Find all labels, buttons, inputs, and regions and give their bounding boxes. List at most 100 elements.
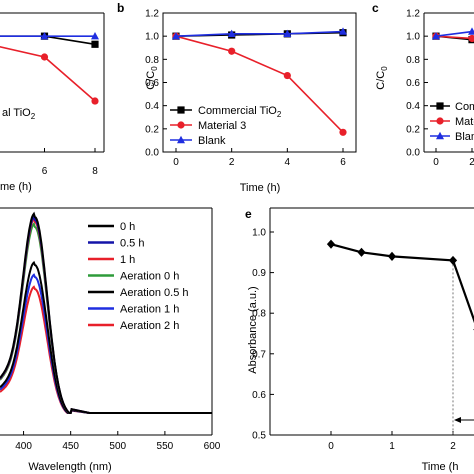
panel-b-ytick-label: 1.2 — [145, 9, 159, 20]
panel-b-series-line — [175, 35, 344, 133]
panel-d-legend-label: 0.5 h — [120, 238, 144, 250]
panel-e-ytick-label: 0.6 — [252, 390, 266, 401]
panel-d-spectrum — [0, 211, 212, 414]
panel-e-ytick-label: 0.8 — [252, 309, 266, 320]
panel-b-legend-marker — [177, 135, 185, 144]
panel-b: b 0.0 0.2 0.4 0.6 0.8 1.0 1.2 0 2 4 6 C/C0 Time (h… — [117, 1, 357, 194]
panel-b-series-line — [175, 30, 344, 37]
panel-b-point — [283, 71, 291, 80]
panel-c-series-line — [435, 30, 474, 37]
panel-e-ytick-label: 0.9 — [252, 268, 266, 279]
panel-a-series-line — [0, 45, 96, 102]
panel-d-xtick-label: 450 — [62, 441, 79, 452]
panel-c-legend-label: Comm — [455, 101, 474, 113]
panel-b-xtick-label: 6 — [340, 157, 346, 168]
panel-b-xtick-label: 4 — [285, 157, 291, 168]
panel-c-ytick-label: 1.0 — [406, 32, 420, 43]
panel-e-xtick-label: 2 — [450, 441, 456, 452]
panel-c-legend-marker — [436, 117, 444, 125]
panel-b-ytick-label: 0.4 — [145, 101, 159, 112]
panel-a-point — [40, 53, 49, 61]
panel-e-ytick-label: 1.0 — [252, 228, 266, 239]
panel-e-plot: 0.5 0.6 0.7 0.8 0.9 1.0 0 1 2 — [252, 207, 474, 452]
panel-a-point — [91, 40, 99, 48]
panel-b-point — [339, 27, 347, 35]
panel-d-legend-label: 1 h — [120, 254, 135, 266]
panel-d-spectrum — [0, 285, 212, 414]
panel-a-xtick-label: 6 — [42, 166, 48, 177]
panel-d-spectrum — [0, 214, 212, 414]
panel-c-ylabel: C/C0 — [375, 66, 389, 90]
panel-d-legend-label: 0 h — [120, 221, 135, 233]
panel-b-legend-label: Blank — [198, 135, 226, 147]
panel-e-point — [387, 251, 397, 261]
panel-c-legend-marker — [436, 131, 444, 140]
panel-d: 400 450 500 550 600 Wavelength (nm) 0 h 0.5 h… — [0, 207, 221, 473]
panel-c-series-line — [435, 35, 474, 40]
panel-d-plot: 400 450 500 550 600 — [0, 207, 221, 452]
panel-c-ytick-label: 0.0 — [406, 148, 420, 159]
panel-b-ytick-label: 0.8 — [145, 55, 159, 66]
panel-c-legend-marker — [436, 102, 444, 110]
panel-d-xtick-label: 550 — [157, 441, 174, 452]
panel-b-legend-label: Commercial TiO2 — [198, 105, 282, 119]
panel-e-ytick-label: 0.7 — [252, 349, 266, 360]
panel-d-xtick-label: 400 — [15, 441, 32, 452]
panel-b-point — [228, 47, 236, 55]
panel-a-xtick-label: 8 — [92, 166, 98, 177]
panel-a-point — [40, 31, 49, 40]
panel-b-legend-marker — [177, 106, 185, 114]
panel-d-legend-label: Aeration 0 h — [120, 271, 179, 283]
panel-c-ytick-label: 0.4 — [406, 101, 420, 112]
panel-c-ytick-label: 0.2 — [406, 124, 420, 135]
panel-e-arrow-head — [454, 417, 461, 423]
panel-d-legend-label: Aeration 1 h — [120, 304, 179, 316]
panel-b-ylabel: C/C0 — [145, 66, 159, 90]
panel-d-legend-label: Aeration 0.5 h — [120, 287, 189, 299]
panel-a-xlabel: me (h) — [0, 181, 32, 193]
panel-c-point — [432, 31, 440, 40]
panel-b-ytick-label: 1.0 — [145, 32, 159, 43]
panel-c-xtick-label: 0 — [433, 157, 439, 168]
panel-e: e 0.5 0.6 0.7 0.8 0.9 1.0 0 1 2 Absorbance (a.u.… — [245, 207, 474, 473]
panel-a-plot: 468 — [0, 12, 105, 177]
panel-c-legend-label: Mate — [455, 116, 474, 128]
panel-c-plot: 0.0 0.2 0.4 0.6 0.8 1.0 1.2 0 2 — [406, 9, 474, 168]
panel-d-xtick-label: 600 — [204, 441, 221, 452]
panel-b-ytick-label: 0.6 — [145, 78, 159, 89]
panel-a-point — [91, 31, 99, 40]
panel-b-xtick-label: 2 — [229, 157, 235, 168]
panel-b-letter: b — [117, 1, 124, 15]
panel-d-spectrum — [0, 260, 212, 414]
panel-c-xtick-label: 2 — [469, 157, 474, 168]
panel-b-xtick-label: 0 — [173, 157, 179, 168]
panel-d-spectrum — [0, 216, 212, 414]
panel-e-letter: e — [245, 207, 252, 221]
panel-b-ytick-label: 0.0 — [145, 148, 159, 159]
panel-c-point — [468, 27, 474, 35]
panel-a: 468 al TiO2 me (h) — [0, 12, 105, 193]
panel-c-ytick-label: 0.8 — [406, 55, 420, 66]
panel-b-xlabel: Time (h) — [240, 182, 281, 194]
panel-c-point — [468, 34, 474, 43]
panel-e-point — [357, 247, 366, 257]
panel-c-legend-label: Blan — [455, 131, 474, 143]
panel-a-legend-text: al TiO2 — [2, 107, 36, 121]
panel-c-letter: c — [372, 1, 379, 15]
panel-e-xtick-label: 1 — [389, 441, 395, 452]
panel-c-legend: Comm Mate Blan — [430, 101, 474, 143]
panel-d-legend: 0 h 0.5 h 1 h Aeration 0 h Aeration 0.5 h Aer… — [88, 221, 189, 332]
panel-d-legend-label: Aeration 2 h — [120, 320, 179, 332]
panel-e-xlabel: Time (h — [422, 461, 459, 473]
panel-c-ytick-label: 0.6 — [406, 78, 420, 89]
panel-c-ytick-label: 1.2 — [406, 9, 420, 20]
panel-b-point — [283, 29, 292, 38]
panel-e-point — [448, 255, 458, 266]
panel-c: c 0.0 0.2 0.4 0.6 0.8 1.0 1.2 0 2 C/C0 Comm Mate B… — [372, 1, 474, 168]
panel-d-xtick-label: 500 — [109, 441, 126, 452]
panel-e-point — [326, 239, 336, 249]
panel-b-legend-label: Material 3 — [198, 120, 246, 132]
panel-b-point — [339, 128, 347, 136]
